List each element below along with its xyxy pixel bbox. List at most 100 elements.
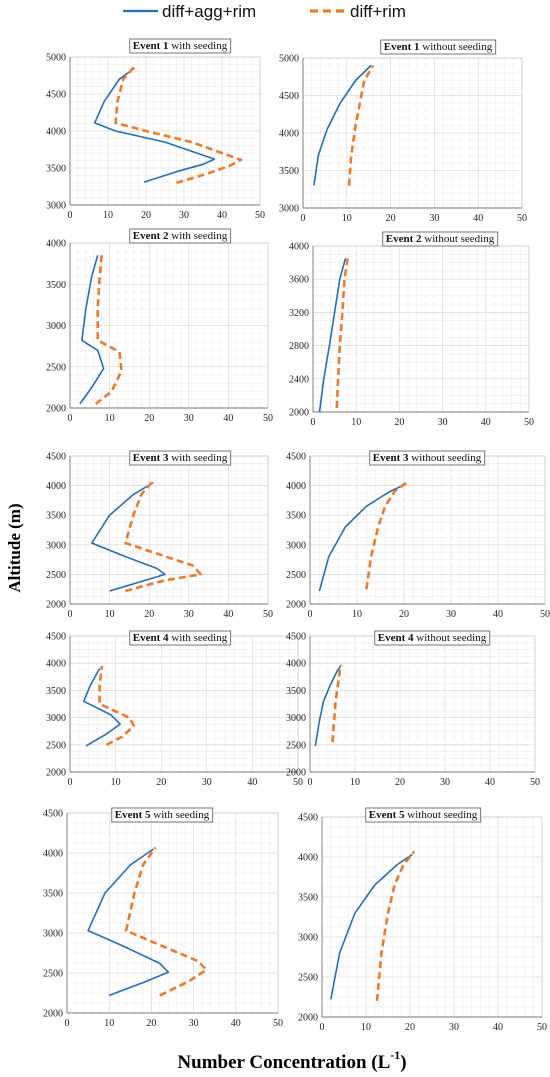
panel-title: Event 5 without seeding xyxy=(369,809,478,821)
panel-grid xyxy=(310,455,545,605)
x-tick-label: 30 xyxy=(189,1018,199,1029)
y-tick-label: 2400 xyxy=(289,374,309,385)
panels: 0 10 20 30 40 50 3000 3500 4000 4500 50 0 0 Event 1 w… xyxy=(43,38,550,1033)
series-line-diff-agg-rim xyxy=(318,258,347,413)
y-tick-label: 4500 xyxy=(46,452,66,463)
series-line-diff-agg-rim xyxy=(93,67,216,183)
series-line-diff-rim xyxy=(114,63,243,185)
panel-title-box xyxy=(111,807,214,823)
y-tick-label: 4000 xyxy=(286,659,306,670)
series-line-diff-rim xyxy=(365,479,410,590)
panel-title-event: Event 1 xyxy=(384,41,420,53)
y-tick-label: 4000 xyxy=(289,242,309,253)
panel-6: 0 10 20 30 40 50 2000 2500 3000 3500 4000 4500 Event… xyxy=(286,450,550,620)
x-tick-label: 30 xyxy=(184,413,194,424)
x-tick-label: 0 xyxy=(68,777,73,788)
x-tick-label: 20 xyxy=(405,1022,415,1033)
x-tick-label: 20 xyxy=(144,413,154,424)
series-line-diff-rim xyxy=(124,846,208,997)
x-tick-label: 10 xyxy=(103,210,113,221)
x-tick-label: 40 xyxy=(493,1022,503,1033)
y-tick-label: 2000 xyxy=(289,408,309,419)
y-tick-label: 3000 xyxy=(46,201,66,212)
x-tick-label: 30 xyxy=(429,213,439,224)
x-axis-label: Number Concentration (L-1) xyxy=(177,1048,406,1073)
y-tick-label: 3500 xyxy=(279,166,299,177)
panel-title-event: Event 4 xyxy=(378,632,414,644)
panel-grid xyxy=(313,245,529,413)
x-tick-label: 40 xyxy=(223,609,233,620)
panel-grid xyxy=(303,57,522,209)
x-tick-label: 10 xyxy=(342,213,352,224)
panel-title: Event 5 with seeding xyxy=(115,809,210,821)
y-tick-label: 3500 xyxy=(46,164,66,175)
panel-2: 0 10 20 30 40 50 3000 3500 4000 4500 5000 Event 1 w… xyxy=(279,39,527,224)
y-tick-label: 2500 xyxy=(286,570,306,581)
x-tick-label: 10 xyxy=(351,417,361,428)
y-tick-label: 2800 xyxy=(289,341,309,352)
panel-10: 0 10 20 30 40 50 2000 2500 3000 3500 4000 4500 Event… xyxy=(298,807,547,1033)
x-tick-label: 30 xyxy=(202,777,212,788)
legend-label-diff-rim: diff+rim xyxy=(350,2,406,21)
panel-title-box xyxy=(129,450,232,466)
panel-title-box xyxy=(374,630,491,646)
x-tick-label: 50 xyxy=(530,777,540,788)
y-tick-label: 4500 xyxy=(43,809,63,820)
panel-title-condition: without seeding xyxy=(405,809,478,821)
y-tick-label: 4500 xyxy=(279,91,299,102)
y-tick-label: 2000 xyxy=(46,768,66,779)
x-tick-label: 20 xyxy=(156,777,166,788)
panel-title: Event 1 with seeding xyxy=(133,40,228,52)
y-tick-label: 4500 xyxy=(298,813,318,824)
y-tick-label: 3000 xyxy=(286,540,306,551)
y-tick-label: 2000 xyxy=(43,1009,63,1020)
y-tick-label: 2500 xyxy=(298,973,318,984)
panel-title-condition: without seeding xyxy=(414,632,487,644)
y-tick-label: 4000 xyxy=(46,239,66,250)
panel-grid xyxy=(70,635,298,773)
y-tick-label: 2000 xyxy=(46,600,66,611)
series-line-diff-rim xyxy=(375,850,416,1002)
panel-9: 0 10 20 30 40 50 2000 2500 3000 3500 4000 4500 Event… xyxy=(43,807,283,1029)
series-line-diff-agg-rim xyxy=(314,665,342,747)
y-tick-label: 3000 xyxy=(46,713,66,724)
y-tick-label: 4000 xyxy=(46,659,66,670)
x-tick-label: 30 xyxy=(449,1022,459,1033)
panel-4: 0 10 20 30 40 50 2000 2400 2800 3200 3600 4000 Event… xyxy=(289,231,534,428)
panel-title-box xyxy=(129,38,232,54)
x-tick-label: 20 xyxy=(146,1018,156,1029)
series-line-diff-agg-rim xyxy=(87,848,170,997)
panel-title-condition: without seeding xyxy=(422,233,495,245)
y-axis-label: Altitude (m) xyxy=(5,503,24,592)
x-tick-label: 10 xyxy=(350,777,360,788)
x-tick-label: 50 xyxy=(255,210,265,221)
series-line-diff-agg-rim xyxy=(313,64,372,186)
y-tick-label: 3000 xyxy=(46,540,66,551)
x-tick-label: 40 xyxy=(223,413,233,424)
x-tick-label: 0 xyxy=(301,213,306,224)
y-tick-label: 3000 xyxy=(43,929,63,940)
panel-title-condition: with seeding xyxy=(169,40,228,52)
panel-title-condition: without seeding xyxy=(420,41,493,53)
x-tick-label: 0 xyxy=(320,1022,325,1033)
panel-title-event: Event 1 xyxy=(133,40,169,52)
panel-title-condition: without seeding xyxy=(409,452,482,464)
x-tick-label: 50 xyxy=(524,417,534,428)
panel-3: 0 10 20 30 40 50 2000 2500 3000 3500 4000 Event 2 w… xyxy=(46,228,273,424)
panel-grid xyxy=(322,816,542,1018)
y-tick-label: 2000 xyxy=(286,768,306,779)
series-line-diff-rim xyxy=(347,64,375,186)
panel-title-box xyxy=(129,630,232,646)
x-tick-label: 20 xyxy=(141,210,151,221)
panel-grid xyxy=(70,455,268,605)
panel-title-condition: with seeding xyxy=(169,632,228,644)
x-tick-label: 50 xyxy=(263,413,273,424)
y-tick-label: 4500 xyxy=(286,632,306,643)
panel-title: Event 2 without seeding xyxy=(386,233,495,245)
series-line-diff-agg-rim xyxy=(82,668,121,747)
panel-title: Event 4 with seeding xyxy=(133,632,228,644)
x-tick-label: 20 xyxy=(386,213,396,224)
x-tick-label: 20 xyxy=(144,609,154,620)
